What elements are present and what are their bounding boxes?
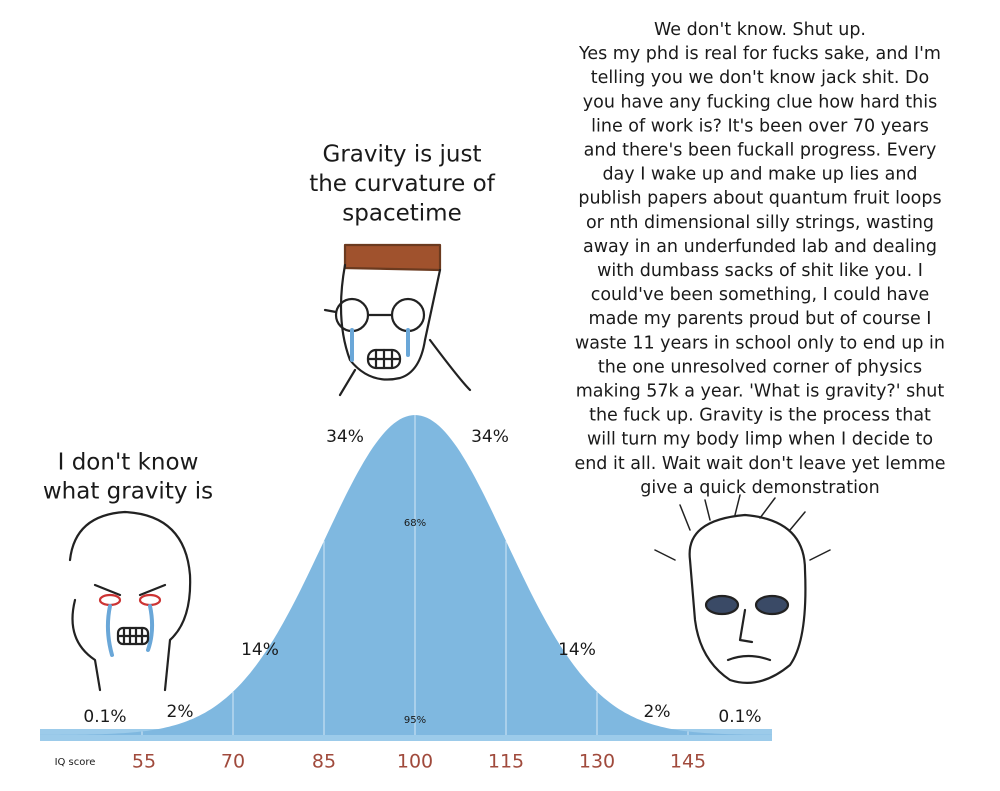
rant-line: Yes my phd is real for fucks sake, and I…: [578, 44, 941, 64]
rant-line: made my parents proud but of course I: [589, 309, 932, 329]
rant-line: publish papers about quantum fruit loops: [578, 189, 941, 209]
rant-line: you have any fucking clue how hard this: [583, 92, 937, 112]
rant-line: We don't know. Shut up.: [654, 20, 866, 40]
axis-label: IQ score: [55, 757, 96, 768]
rant-line: with dumbass sacks of shit like you. I: [597, 261, 923, 281]
percent-label: 34%: [471, 427, 509, 447]
left-caption: I don't know: [58, 450, 199, 476]
iq-tick: 130: [579, 751, 615, 773]
rant-line: waste 11 years in school only to end up …: [575, 333, 945, 353]
middle-caption: Gravity is just: [323, 142, 482, 168]
middle-caption: spacetime: [342, 201, 461, 227]
rant-line: telling you we don't know jack shit. Do: [591, 68, 929, 88]
percent-label: 34%: [326, 427, 364, 447]
iq-tick: 145: [670, 751, 706, 773]
iq-tick: 115: [488, 751, 524, 773]
inner-label: 95%: [404, 715, 426, 726]
disheveled-face: [654, 494, 831, 684]
rant-line: give a quick demonstration: [640, 478, 879, 498]
nerd-face: [323, 243, 472, 397]
iq-tick: 100: [397, 751, 433, 773]
percent-label: 14%: [241, 640, 279, 660]
rant-line: making 57k a year. 'What is gravity?' sh…: [576, 382, 945, 402]
rant-line: the fuck up. Gravity is the process that: [589, 406, 931, 426]
percent-label: 2%: [644, 702, 671, 722]
rant-line: will turn my body limp when I decide to: [587, 430, 933, 450]
rant-line: end it all. Wait wait don't leave yet le…: [574, 454, 945, 474]
iq-tick: 70: [221, 751, 245, 773]
left-caption: what gravity is: [43, 479, 213, 505]
sd-lines: [141, 415, 689, 735]
percent-label: 0.1%: [83, 707, 126, 727]
bell-curve: [40, 415, 772, 735]
rant-line: away in an underfunded lab and dealing: [583, 237, 937, 257]
percent-label: 14%: [558, 640, 596, 660]
rant-line: the one unresolved corner of physics: [598, 357, 922, 377]
rant-line: line of work is? It's been over 70 years: [591, 116, 929, 136]
middle-caption: the curvature of: [309, 171, 496, 197]
rant-line: day I wake up and make up lies and: [602, 165, 917, 185]
rant-line: could've been something, I could have: [591, 285, 930, 305]
iq-tick: 85: [312, 751, 336, 773]
iq-tick: 55: [132, 751, 156, 773]
crying-face: [68, 510, 192, 692]
rant-line: or nth dimensional silly strings, wastin…: [586, 213, 934, 233]
inner-label: 68%: [404, 518, 426, 529]
rant-line: and there's been fuckall progress. Every: [584, 141, 937, 161]
percent-label: 0.1%: [718, 707, 761, 727]
percent-label: 2%: [167, 702, 194, 722]
